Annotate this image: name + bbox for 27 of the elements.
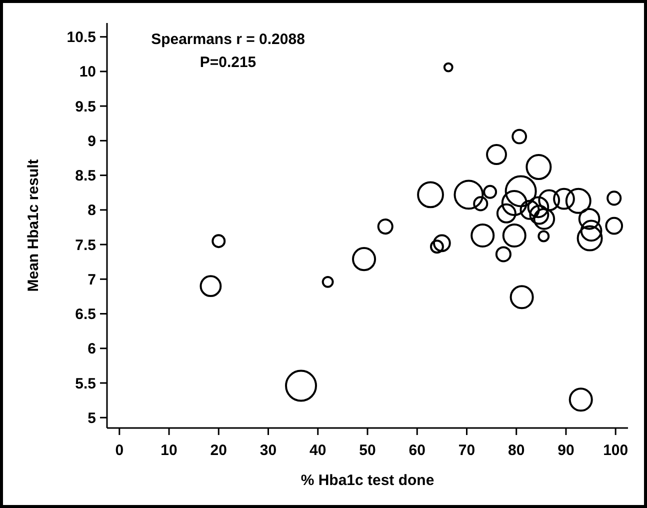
x-tick-label: 50 xyxy=(359,442,376,459)
x-tick-label: 80 xyxy=(508,442,525,459)
y-tick-label: 10 xyxy=(79,64,96,81)
y-tick-label: 8 xyxy=(88,202,96,220)
x-tick-label: 10 xyxy=(160,442,178,459)
x-axis-title: % Hba1c test done xyxy=(300,472,434,489)
y-tick-label: 8.5 xyxy=(75,168,96,185)
y-tick-label: 6.5 xyxy=(75,306,96,324)
y-tick-label: 10.5 xyxy=(66,29,96,46)
annotation: P=0.215 xyxy=(200,54,256,71)
y-tick-label: 6 xyxy=(88,340,96,358)
x-tick-label: 20 xyxy=(210,442,227,459)
y-tick-label: 5 xyxy=(88,410,96,427)
x-tick-label: 100 xyxy=(603,442,628,459)
x-tick-label: 70 xyxy=(458,442,476,459)
x-tick-label: 40 xyxy=(310,442,326,459)
y-axis-title: Mean Hba1c result xyxy=(25,159,42,292)
x-tick-label: 90 xyxy=(558,442,574,459)
x-tick-label: 30 xyxy=(260,442,277,459)
annotation: Spearmans r = 0.2088 xyxy=(151,31,305,48)
y-tick-label: 9 xyxy=(88,132,96,150)
y-tick-label: 5.5 xyxy=(75,375,96,392)
y-tick-label: 7 xyxy=(88,271,96,288)
y-tick-label: 7.5 xyxy=(75,236,96,254)
y-tick-label: 9.5 xyxy=(75,98,96,116)
x-tick-label: 60 xyxy=(408,442,426,459)
x-tick-label: 0 xyxy=(115,442,124,459)
